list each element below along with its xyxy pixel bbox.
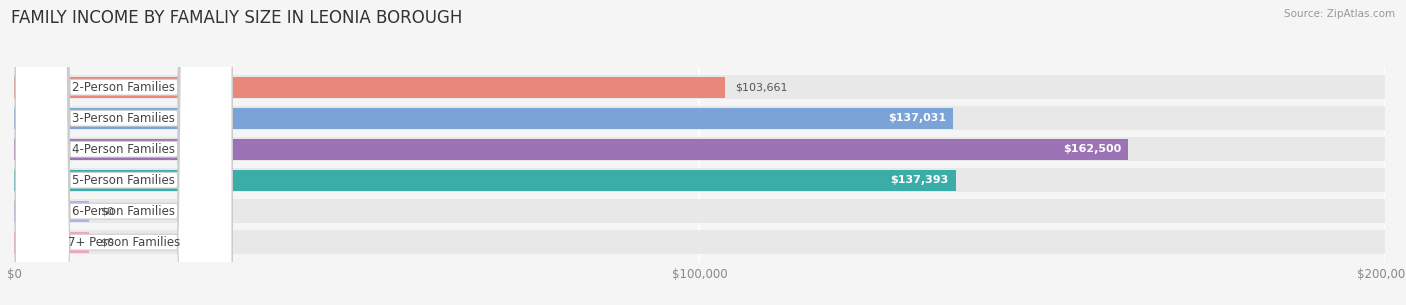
- Bar: [14, 231, 90, 253]
- Bar: [14, 168, 1385, 192]
- Text: 5-Person Families: 5-Person Families: [72, 174, 176, 187]
- Bar: [14, 199, 1385, 223]
- Text: $137,031: $137,031: [889, 113, 946, 123]
- Bar: [14, 108, 953, 129]
- Bar: [14, 230, 1385, 254]
- FancyBboxPatch shape: [15, 0, 232, 305]
- Text: 4-Person Families: 4-Person Families: [72, 143, 176, 156]
- FancyBboxPatch shape: [15, 0, 232, 305]
- Text: 6-Person Families: 6-Person Families: [72, 205, 176, 218]
- Bar: [14, 106, 1385, 130]
- Text: $0: $0: [100, 237, 114, 247]
- Text: 7+ Person Families: 7+ Person Families: [67, 236, 180, 249]
- FancyBboxPatch shape: [15, 0, 232, 305]
- FancyBboxPatch shape: [15, 0, 232, 305]
- Bar: [14, 77, 724, 98]
- Text: $162,500: $162,500: [1063, 144, 1121, 154]
- Text: Source: ZipAtlas.com: Source: ZipAtlas.com: [1284, 9, 1395, 19]
- Bar: [14, 137, 1385, 161]
- Text: 2-Person Families: 2-Person Families: [72, 81, 176, 94]
- Text: $137,393: $137,393: [890, 175, 949, 185]
- Text: FAMILY INCOME BY FAMALIY SIZE IN LEONIA BOROUGH: FAMILY INCOME BY FAMALIY SIZE IN LEONIA …: [11, 9, 463, 27]
- Text: $0: $0: [100, 206, 114, 216]
- FancyBboxPatch shape: [15, 0, 232, 305]
- Bar: [14, 139, 1128, 160]
- FancyBboxPatch shape: [15, 0, 232, 305]
- Bar: [14, 170, 956, 191]
- Text: $103,661: $103,661: [735, 82, 787, 92]
- Bar: [14, 75, 1385, 99]
- Bar: [14, 201, 90, 222]
- Text: 3-Person Families: 3-Person Families: [72, 112, 176, 125]
